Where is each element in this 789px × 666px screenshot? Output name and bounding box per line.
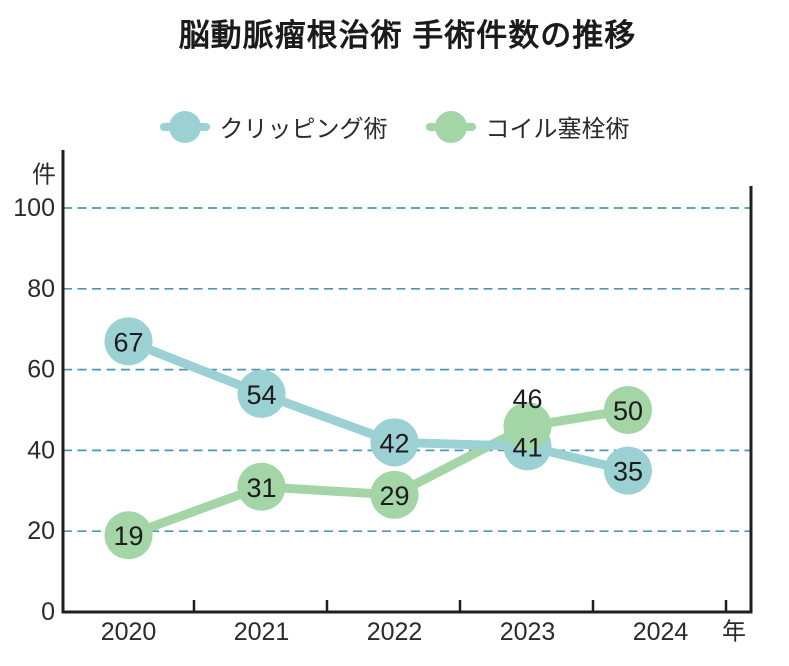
value-label-coil-2023: 46 bbox=[512, 384, 542, 414]
value-label-clipping-2022: 42 bbox=[379, 428, 409, 458]
data-point-clipping-2022 bbox=[370, 418, 419, 467]
legend-label-clipping: クリッピング術 bbox=[219, 116, 388, 143]
chart-title: 脳動脈瘤根治術 手術件数の推移 bbox=[178, 18, 637, 53]
y-tick-label-60: 60 bbox=[27, 356, 55, 384]
x-tick-label-2023: 2023 bbox=[500, 618, 556, 646]
data-point-coil-2021 bbox=[237, 462, 286, 511]
data-point-clipping-2020 bbox=[104, 317, 153, 366]
legend-item-coil: コイル塞栓術 bbox=[425, 109, 630, 144]
data-point-coil-2022 bbox=[370, 470, 419, 519]
legend: クリッピング術 コイル塞栓術 bbox=[0, 109, 789, 144]
x-axis-unit-label: 年 bbox=[722, 619, 746, 646]
value-label-coil-2020: 19 bbox=[113, 521, 143, 551]
value-label-clipping-2024: 35 bbox=[613, 457, 643, 487]
data-point-coil-2023 bbox=[503, 402, 552, 451]
y-tick-label-20: 20 bbox=[27, 517, 55, 545]
x-tick-label-2021: 2021 bbox=[234, 618, 290, 646]
data-point-coil-2024 bbox=[604, 386, 652, 434]
legend-marker-coil-icon bbox=[425, 110, 476, 143]
legend-dot-clipping-icon bbox=[168, 110, 201, 143]
legend-label-coil: コイル塞栓術 bbox=[485, 116, 630, 143]
value-label-coil-2024: 50 bbox=[613, 396, 643, 426]
x-tick-label-2020: 2020 bbox=[101, 618, 157, 646]
y-tick-label-40: 40 bbox=[27, 436, 55, 464]
x-tick-label-2024: 2024 bbox=[633, 618, 689, 646]
data-point-clipping-2024 bbox=[604, 446, 652, 495]
legend-marker-clipping-icon bbox=[159, 110, 210, 143]
data-point-coil-2020 bbox=[104, 511, 153, 560]
value-label-clipping-2021: 54 bbox=[246, 380, 276, 410]
y-axis-unit-label: 件 bbox=[32, 162, 56, 189]
y-tick-label-80: 80 bbox=[27, 275, 55, 303]
value-label-clipping-2023: 41 bbox=[512, 432, 542, 462]
legend-item-clipping: クリッピング術 bbox=[159, 109, 388, 144]
value-label-coil-2022: 29 bbox=[379, 481, 409, 511]
value-label-coil-2021: 31 bbox=[246, 473, 276, 503]
value-label-clipping-2020: 67 bbox=[113, 327, 143, 357]
data-point-clipping-2021 bbox=[237, 369, 286, 418]
legend-dot-coil-icon bbox=[434, 110, 467, 143]
y-tick-label-100: 100 bbox=[13, 194, 55, 222]
y-tick-label-0: 0 bbox=[41, 598, 55, 626]
x-tick-label-2022: 2022 bbox=[367, 618, 423, 646]
